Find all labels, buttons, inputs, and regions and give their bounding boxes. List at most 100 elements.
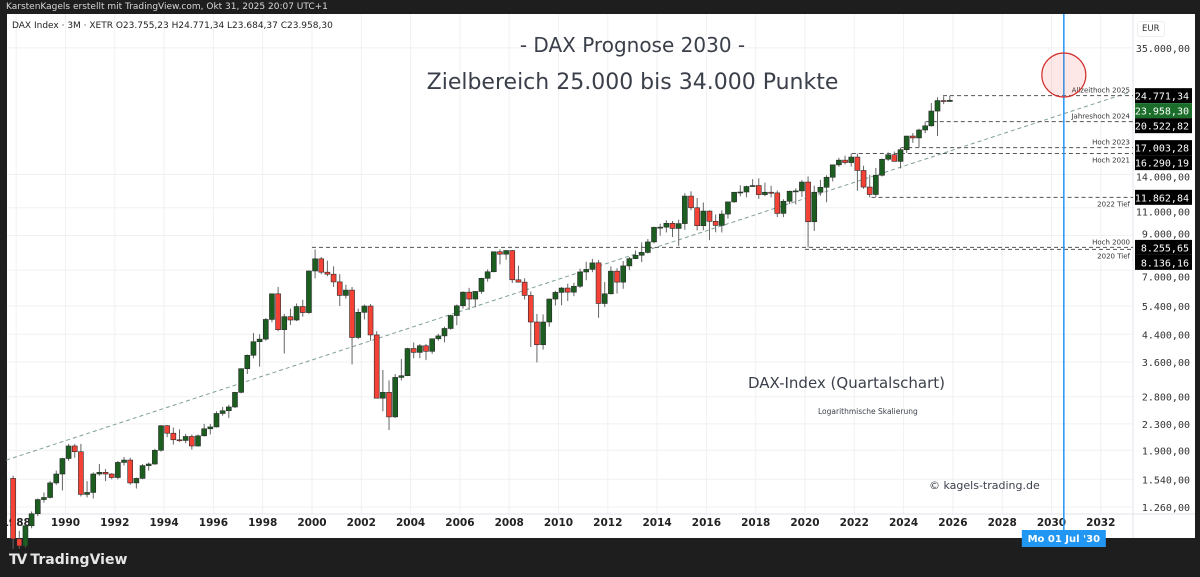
candle-up [719, 213, 725, 226]
candle-up [207, 426, 214, 430]
candle-up [645, 241, 651, 253]
candle-up [22, 525, 29, 547]
candle-down [78, 451, 84, 495]
y-tick-label: 1.540,00 [1142, 475, 1190, 486]
candle-up [817, 186, 824, 193]
level-label: 2020 Tief [1097, 252, 1130, 260]
y-tick-label: 35.000,00 [1136, 44, 1190, 55]
candle-up [928, 110, 935, 127]
price-badge-text: 11.862,84 [1135, 193, 1189, 204]
candle-down [534, 321, 540, 346]
symbol-legend: DAX Index · 3M · XETR O23.755,23 H24.771… [12, 21, 333, 31]
x-tick-label: 2018 [741, 517, 770, 529]
candle-up [916, 129, 922, 139]
tradingview-brand[interactable]: TV TradingView [9, 552, 127, 568]
candle-up [731, 191, 737, 203]
x-tick-label: 2000 [297, 517, 326, 529]
candle-up [626, 258, 633, 267]
candle-up [201, 428, 207, 437]
candle-up [59, 458, 66, 475]
level-price-badge [1135, 88, 1192, 104]
candle-down [688, 195, 694, 209]
candle-down [564, 287, 571, 293]
y-tick-label: 3.600,00 [1142, 358, 1190, 369]
candle-up [41, 497, 47, 500]
y-tick-label: 7.000,00 [1142, 272, 1190, 283]
candle-up [848, 156, 855, 163]
candle-down [866, 186, 873, 195]
level-label: Hoch 2021 [1092, 157, 1130, 165]
candle-down [299, 306, 306, 313]
level-label: Allzeithoch 2025 [1072, 87, 1130, 95]
candle-down [386, 392, 392, 418]
tradingview-brand-text: TradingView [30, 552, 128, 568]
level-price-badge [1135, 189, 1192, 205]
candle-up [503, 250, 509, 255]
chart-caption: DAX-Index (Quartalschart) [748, 374, 945, 392]
price-badge-text: 8.136,16 [1141, 258, 1189, 269]
candle-up [725, 201, 731, 215]
level-price-badge [1135, 155, 1192, 171]
candle-down [940, 100, 947, 102]
candle-up [429, 338, 435, 352]
candle-up [404, 348, 411, 377]
x-tick-label: 2032 [1086, 517, 1115, 529]
candle-down [367, 305, 374, 336]
candle-up [90, 473, 97, 493]
candle-up [34, 499, 41, 515]
candle-up [897, 149, 904, 162]
candle-up [546, 298, 553, 323]
candle-down [497, 251, 503, 255]
y-tick-label: 14.000,00 [1136, 173, 1190, 184]
price-badge-text: 8.255,65 [1141, 243, 1189, 254]
candle-down [336, 281, 343, 296]
x-tick-label: 2006 [445, 517, 474, 529]
candle-up [281, 316, 288, 330]
candle-up [873, 174, 879, 195]
candle-up [638, 252, 645, 256]
candle-up [213, 413, 220, 428]
level-label: Hoch 2000 [1092, 238, 1130, 246]
candle-down [102, 471, 109, 475]
x-tick-label: 2008 [495, 517, 524, 529]
candle-up [145, 463, 152, 466]
target-range-text: Zielbereich 25.000 bis 34.000 Punkte [426, 70, 839, 95]
y-tick-label: 2.800,00 [1142, 393, 1190, 404]
candle-up [65, 445, 72, 459]
candle-up [380, 392, 386, 399]
x-tick-label: 2020 [790, 517, 819, 529]
candle-up [121, 459, 127, 463]
candle-up [47, 482, 53, 498]
candle-up [484, 271, 491, 279]
candle-down [373, 334, 380, 399]
candle-down [170, 432, 177, 441]
candle-down [16, 538, 23, 547]
price-badge-text: 20.522,82 [1135, 122, 1189, 133]
currency-label[interactable]: EUR [1137, 21, 1165, 37]
candle-up [232, 392, 238, 408]
copyright-text: © kagels-trading.de [929, 479, 1040, 492]
candle-up [922, 125, 928, 131]
candle-up [293, 306, 300, 321]
x-tick-label: 1998 [248, 517, 277, 529]
candle-up [632, 254, 639, 259]
candle-up [115, 462, 121, 478]
candle-up [749, 185, 756, 187]
candle-up [571, 285, 577, 293]
candle-up [435, 335, 442, 340]
candle-up [786, 190, 793, 202]
x-tick-label: 1992 [100, 517, 129, 529]
candle-up [256, 338, 263, 343]
candle-up [836, 159, 842, 166]
candle-up [577, 271, 583, 287]
candle-up [799, 181, 805, 192]
candle-up [743, 186, 750, 193]
y-tick-label: 11.000,00 [1136, 207, 1190, 218]
candle-up [244, 354, 251, 369]
y-tick-label: 9.000,00 [1142, 229, 1190, 240]
candle-down [410, 348, 417, 353]
tradingview-logo-icon: TV [9, 552, 27, 568]
candle-up [250, 341, 257, 356]
candle-down [521, 281, 528, 296]
